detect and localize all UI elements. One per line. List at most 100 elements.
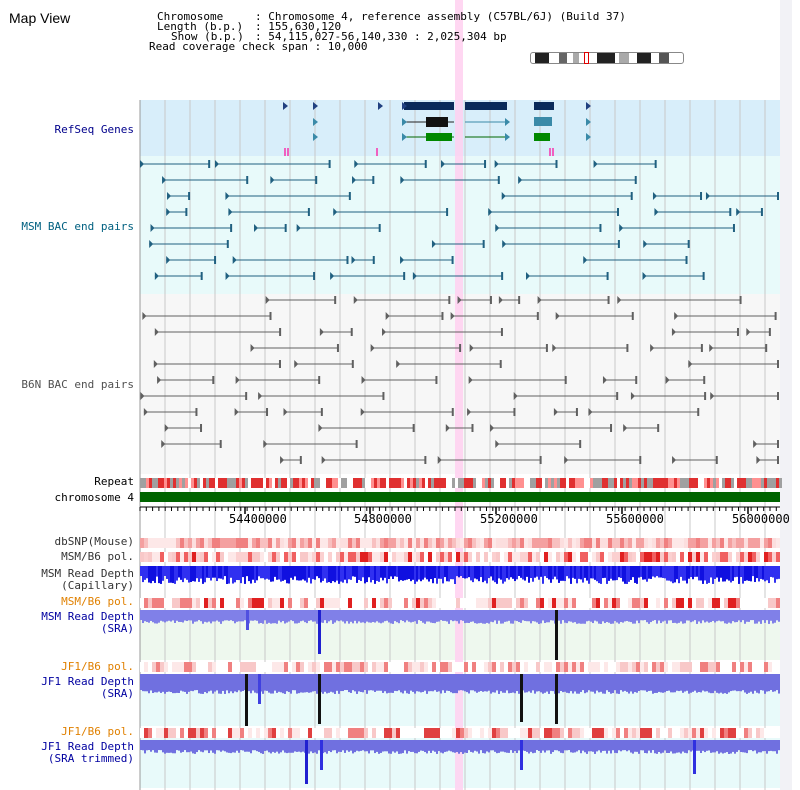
track-label-msm-depth-sra-1[interactable]: MSM Read Depth [41,610,134,623]
gene-arrow [505,118,510,126]
depth-bar [148,610,150,623]
heat-segment [468,598,472,608]
track-label-refseq[interactable]: RefSeq Genes [54,123,134,136]
depth-bar [444,610,446,621]
repeat-segment [206,478,209,488]
repeat-segment [593,478,596,488]
bac-end [279,328,282,336]
depth-bar [198,610,200,621]
depth-bar [220,674,222,694]
heat-segment [320,598,324,608]
heat-segment [380,538,384,548]
depth-bar [630,610,632,623]
track-label-dbsnp[interactable]: dbSNP(Mouse) [54,535,134,548]
bac-end [200,272,203,280]
track-label-jf1-b6-pol[interactable]: JF1/B6 pol. [61,660,134,673]
repeat-segment [173,478,176,488]
repeat-segment [353,478,356,488]
heat-segment [512,538,516,548]
depth-bar [706,566,708,584]
depth-bar [164,610,166,623]
heat-segment [704,662,708,672]
repeat-segment [308,478,311,488]
heat-segment [424,598,428,608]
bac-end [307,208,310,216]
heat-segment [760,598,764,608]
depth-bar [436,740,438,754]
right-scrollbar[interactable] [780,0,792,790]
heat-segment [256,598,260,608]
heat-segment [476,598,480,608]
heat-segment [684,598,688,608]
depth-spike [320,740,323,770]
repeat-segment [188,478,191,488]
heat-segment [148,728,152,738]
depth-bar [440,610,442,621]
heat-segment [692,728,696,738]
repeat-segment [350,478,353,488]
depth-bar [598,740,600,751]
depth-bar [724,610,726,624]
repeat-segment [233,478,236,488]
track-label-msm-depth-cap-1[interactable]: MSM Read Depth [41,567,134,580]
depth-bar [716,610,718,622]
depth-bar [230,674,232,692]
depth-bar [492,674,494,693]
track-label-chromosome[interactable]: chromosome 4 [54,491,134,504]
heat-segment [680,598,684,608]
repeat-segment [758,478,761,488]
repeat-segment [140,478,143,488]
depth-bar [238,674,240,691]
track-label-msm-b6-pol[interactable]: MSM/B6 pol. [61,550,134,563]
chromosome-ideogram[interactable] [530,52,684,64]
depth-bar [660,566,662,578]
depth-bar [278,566,280,580]
repeat-segment [314,478,317,488]
bac-end [575,408,578,416]
depth-bar [482,610,484,624]
gene-arrow [313,118,318,126]
depth-bar [648,740,650,751]
heat-segment [660,662,664,672]
depth-bar [360,566,362,582]
heat-segment [484,538,488,548]
track-label-jf1-depth-sra-1[interactable]: JF1 Read Depth [41,675,134,688]
heat-segment [656,538,660,548]
bac-end [142,312,147,320]
bac-end [599,224,602,232]
heat-segment [432,598,436,608]
bac-end [619,224,624,232]
depth-bar [418,740,420,752]
heat-segment [612,598,616,608]
depth-bar [448,674,450,691]
bac-end [617,240,620,248]
track-label-repeat[interactable]: Repeat [94,475,134,488]
depth-bar [234,740,236,753]
track-label-jf1-depth-trim-1[interactable]: JF1 Read Depth [41,740,134,753]
track-label-b6n-bac[interactable]: B6N BAC end pairs [21,378,134,391]
heat-segment [540,538,544,548]
depth-bar [508,566,510,580]
track-label-jf1-b6-pol-2[interactable]: JF1/B6 pol. [61,725,134,738]
bac-end [768,328,771,336]
depth-bar [232,566,234,584]
heat-segment [424,552,428,562]
depth-bar [152,566,154,581]
repeat-segment [278,478,281,488]
depth-bar [652,674,654,694]
depth-bar [556,566,558,580]
heat-segment [508,538,512,548]
depth-bar [582,610,584,624]
repeat-segment [269,478,272,488]
depth-bar [236,674,238,693]
depth-bar [496,740,498,754]
track-label-msm-bac[interactable]: MSM BAC end pairs [21,220,134,233]
depth-spike [258,674,261,704]
bac-end [162,176,167,184]
depth-bar [290,740,292,753]
bac-end [705,192,710,200]
depth-bar [592,740,594,752]
depth-bar [502,674,504,693]
track-label-msm-b6-pol-2[interactable]: MSM/B6 pol. [61,595,134,608]
repeat-segment [446,478,449,488]
